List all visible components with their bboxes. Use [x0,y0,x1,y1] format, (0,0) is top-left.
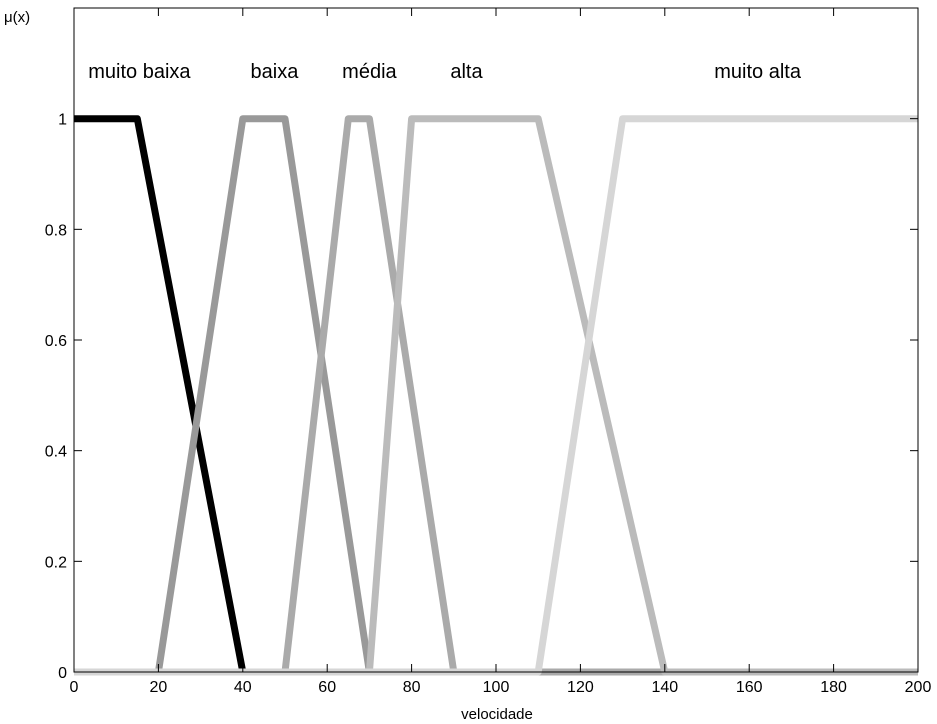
y-tick-label: 0.4 [45,444,67,461]
series-label-1: muito baixa [88,61,191,83]
y-tick-label: 0.8 [45,222,67,239]
y-axis-label: μ(x) [4,9,30,26]
tick-layer: 0 20 40 60 80 100 120 140 160 180 200 0 0.2 0.4 0.6 0.8… [45,8,932,696]
series-label-3: média [342,61,397,83]
x-axis-label: velocidade [461,706,533,723]
x-tick-label: 100 [483,679,510,696]
series-label-4: alta [450,61,483,83]
x-tick-label: 40 [234,679,252,696]
y-tick-label: 1 [58,112,67,129]
plot-frame [73,7,919,673]
series-label-layer: muito baixa baixa média alta muito alta [88,61,802,83]
y-tick-label: 0 [58,665,67,682]
x-tick-label: 20 [150,679,168,696]
x-tick-label: 160 [736,679,763,696]
x-tick-label: 180 [820,679,847,696]
x-tick-label: 80 [403,679,421,696]
x-tick-label: 0 [70,679,79,696]
series-line-2 [74,115,918,676]
x-tick-label: 60 [318,679,336,696]
series-label-2: baixa [251,61,300,83]
x-tick-label: 140 [651,679,678,696]
series-layer [74,115,918,676]
y-tick-label: 0.6 [45,333,67,350]
x-tick-label: 200 [905,679,932,696]
y-tick-label: 0.2 [45,554,67,571]
x-tick-label: 120 [567,679,594,696]
series-label-5: muito alta [714,61,802,83]
